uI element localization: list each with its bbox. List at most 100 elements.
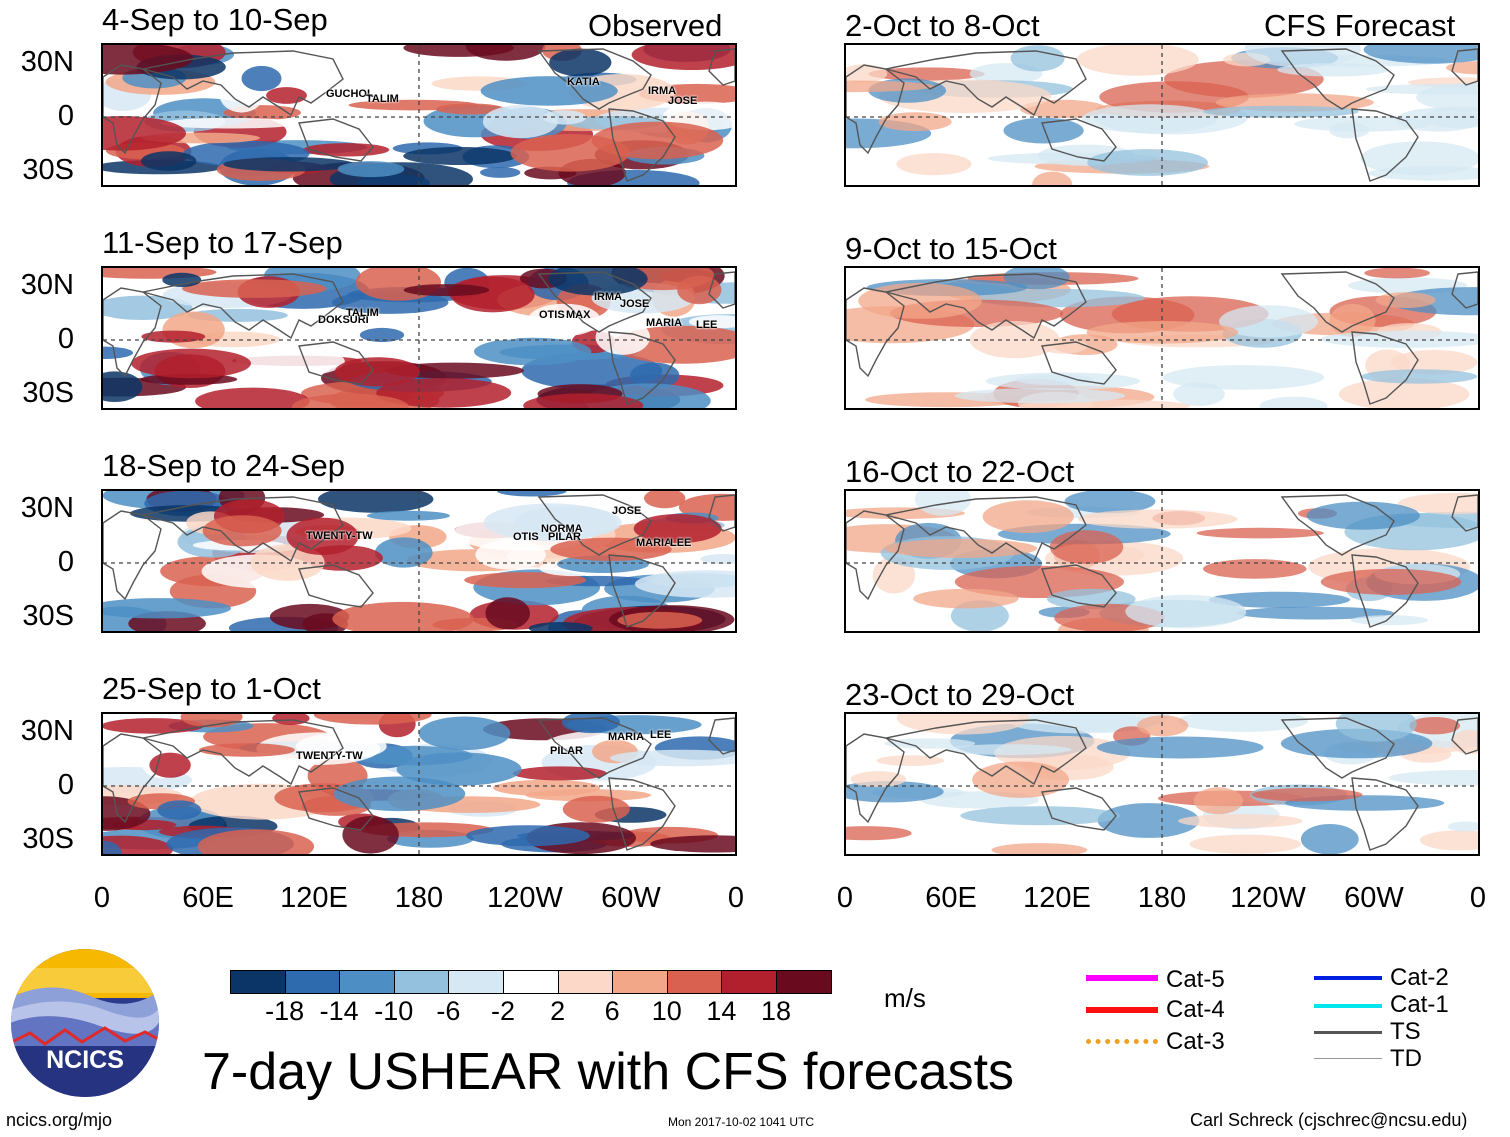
anomaly-blob xyxy=(528,303,601,337)
anomaly-blob xyxy=(103,346,134,359)
lat-label-30s: 30S xyxy=(22,823,74,855)
coastline xyxy=(885,719,1087,786)
anomaly-blob xyxy=(1077,509,1238,529)
anomaly-blob xyxy=(846,64,888,83)
storm-label: MARIA xyxy=(608,731,645,743)
lon-label: 0 xyxy=(727,882,745,914)
coastline xyxy=(103,733,162,824)
anomaly-blob xyxy=(1350,615,1429,626)
anomaly-blob xyxy=(385,362,524,379)
anomaly-blob xyxy=(162,311,225,349)
anomaly-blob xyxy=(884,738,976,749)
lat-label-30n: 30N xyxy=(20,269,74,301)
anomaly-blob xyxy=(1338,378,1470,408)
colorbar-bin xyxy=(557,970,614,994)
anomaly-blob xyxy=(846,826,912,841)
anomaly-blob xyxy=(1363,45,1478,64)
anomaly-blob xyxy=(359,327,405,343)
storm-label: DOKSURI xyxy=(318,314,369,326)
legend-swatch-cat3 xyxy=(1086,1039,1158,1044)
lat-label-0: 0 xyxy=(57,546,74,578)
anomaly-blob xyxy=(436,103,505,115)
forecast-map-week-3 xyxy=(844,489,1480,633)
storm-label: PILAR xyxy=(550,745,583,757)
coastline xyxy=(103,287,162,378)
anomaly-field xyxy=(846,268,1478,408)
legend-label-cat5: Cat-5 xyxy=(1166,966,1225,993)
colorbar-bin xyxy=(776,970,832,994)
anomaly-blob xyxy=(483,503,618,542)
legend-swatch-td xyxy=(1314,1058,1382,1059)
colorbar-bin xyxy=(612,970,668,994)
storm-label: GUCHOL xyxy=(326,88,374,100)
anomaly-blob xyxy=(700,554,735,564)
colorbar-tick-label: -10 xyxy=(374,996,414,1026)
anomaly-blob xyxy=(1388,770,1478,786)
anomaly-blob xyxy=(945,744,1072,755)
anomaly-blob xyxy=(858,282,982,319)
coastline xyxy=(885,496,1087,563)
anomaly-blob xyxy=(180,714,243,728)
coastline xyxy=(846,64,905,155)
coastline xyxy=(1451,717,1478,755)
anomaly-blob xyxy=(182,279,327,298)
anomaly-blob xyxy=(1419,830,1478,851)
storm-label: TWENTY-TW xyxy=(306,530,373,542)
storm-label: JOSE xyxy=(620,298,650,310)
coastline xyxy=(846,287,905,378)
anomaly-blob xyxy=(161,117,300,129)
coastline xyxy=(142,273,344,340)
storm-label: JOSE xyxy=(668,95,698,107)
anomaly-blob xyxy=(630,362,680,389)
main-title: 7-day USHEAR with CFS forecasts xyxy=(202,1043,1015,1101)
anomaly-blob xyxy=(103,45,194,75)
anomaly-blob xyxy=(141,330,206,343)
anomaly-field xyxy=(846,714,1478,854)
coastline xyxy=(1451,48,1478,86)
anomaly-blob xyxy=(1320,568,1462,595)
lat-label-0: 0 xyxy=(57,769,74,801)
anomaly-blob xyxy=(202,515,282,547)
anomaly-blob xyxy=(269,603,350,630)
colorbar-tick-label: 2 xyxy=(550,996,566,1026)
anomaly-blob xyxy=(1003,268,1070,290)
anomaly-blob xyxy=(337,161,405,178)
anomaly-blob xyxy=(1020,99,1107,119)
anomaly-blob xyxy=(1096,736,1264,759)
anomaly-blob xyxy=(633,514,722,544)
anomaly-blob xyxy=(303,143,390,157)
anomaly-blob xyxy=(1189,834,1302,854)
anomaly-blob xyxy=(292,393,409,408)
anomaly-blob xyxy=(1012,714,1154,734)
coastline xyxy=(608,331,676,405)
anomaly-blob xyxy=(609,749,735,767)
anomaly-blob xyxy=(1219,305,1318,338)
coastline xyxy=(885,50,1087,117)
coastline xyxy=(1451,271,1478,309)
anomaly-blob xyxy=(313,714,432,725)
anomaly-blob xyxy=(634,570,735,598)
anomaly-field xyxy=(103,45,735,185)
anomaly-blob xyxy=(1364,268,1430,279)
anomaly-blob xyxy=(1077,45,1199,76)
anomaly-blob xyxy=(991,843,1088,854)
anomaly-blob xyxy=(1244,45,1361,68)
panel-title-fc-4: 23-Oct to 29-Oct xyxy=(845,677,1075,712)
observed-map-week-1 xyxy=(101,43,737,187)
anomaly-blob xyxy=(1375,292,1436,308)
coastline xyxy=(103,64,162,155)
colorbar-unit: m/s xyxy=(884,983,926,1013)
observed-map-week-2 xyxy=(101,266,737,410)
forecast-map-week-2 xyxy=(844,266,1480,410)
anomaly-blob xyxy=(485,597,530,630)
footer-url[interactable]: ncics.org/mjo xyxy=(6,1110,113,1130)
anomaly-blob xyxy=(549,48,612,77)
lon-label: 60W xyxy=(1344,882,1404,914)
storm-label: IRMA xyxy=(648,85,677,97)
anomaly-blob xyxy=(1196,527,1324,539)
anomaly-blob xyxy=(1032,171,1073,185)
anomaly-blob xyxy=(376,378,512,408)
anomaly-blob xyxy=(1236,606,1394,620)
panel-title-fc-1: 2-Oct to 8-Oct xyxy=(845,8,1040,43)
forecast-map-week-4 xyxy=(844,712,1480,856)
